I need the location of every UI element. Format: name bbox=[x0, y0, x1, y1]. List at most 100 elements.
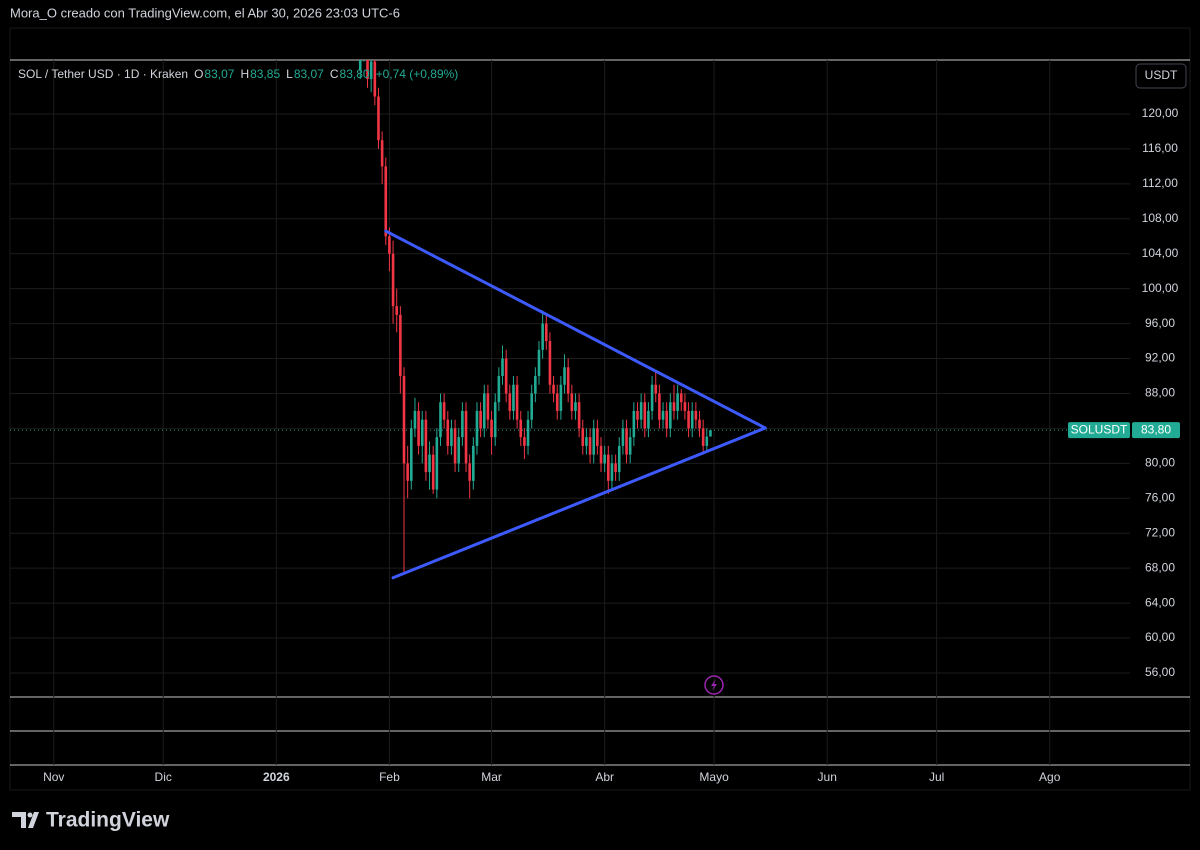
y-tick-label: 88,00 bbox=[1145, 386, 1175, 400]
candle-body bbox=[679, 393, 683, 403]
candle-body bbox=[366, 60, 369, 80]
candle-body bbox=[442, 402, 446, 420]
candle-body bbox=[585, 437, 588, 446]
candle-body bbox=[435, 437, 439, 490]
legend-change: +0,74 (+0,89%) bbox=[376, 67, 459, 81]
y-tick-label: 100,00 bbox=[1142, 281, 1179, 295]
candle-body bbox=[636, 410, 639, 420]
event-icon-bolt bbox=[711, 679, 717, 691]
trendline bbox=[391, 426, 767, 580]
candle-body bbox=[650, 384, 654, 411]
candle-body bbox=[690, 410, 694, 429]
candle-body bbox=[395, 306, 399, 315]
candle-body bbox=[577, 402, 581, 429]
candle-body bbox=[508, 393, 512, 411]
candle-body bbox=[526, 419, 530, 446]
candle-body bbox=[391, 253, 395, 307]
candle-body bbox=[377, 96, 380, 141]
candle-body bbox=[683, 402, 687, 411]
grid bbox=[10, 60, 1130, 765]
candle-body bbox=[537, 349, 541, 377]
candle-body bbox=[384, 166, 388, 237]
candle-body bbox=[687, 410, 690, 429]
candle-body bbox=[468, 463, 471, 481]
x-tick-label: Mayo bbox=[699, 770, 729, 784]
x-tick-label: Jul bbox=[929, 770, 944, 784]
trendline bbox=[384, 229, 767, 430]
candle-body bbox=[482, 393, 486, 429]
y-tick-label: 108,00 bbox=[1142, 211, 1179, 225]
candle-body bbox=[450, 428, 453, 446]
candle-body bbox=[413, 410, 417, 429]
candle-body bbox=[369, 61, 373, 80]
candle-body bbox=[574, 402, 577, 411]
candle-body bbox=[453, 428, 457, 464]
plot bbox=[10, 60, 1130, 580]
candle-body bbox=[373, 61, 377, 97]
candle-body bbox=[672, 402, 676, 411]
candle-body bbox=[592, 428, 596, 455]
candle-body bbox=[614, 463, 617, 473]
legend-c-label: C bbox=[330, 67, 339, 81]
candle-body bbox=[552, 384, 555, 394]
x-tick-label: Nov bbox=[43, 770, 64, 784]
candle-body bbox=[439, 402, 442, 438]
y-tick-label: 64,00 bbox=[1145, 595, 1175, 609]
y-tick-label: 116,00 bbox=[1142, 141, 1178, 155]
candle-body bbox=[501, 358, 504, 377]
candle-body bbox=[621, 428, 625, 446]
brand-logo-dot bbox=[27, 812, 33, 818]
candle-body bbox=[399, 314, 402, 377]
candle-body bbox=[632, 410, 636, 438]
candle-body bbox=[610, 463, 614, 481]
x-tick-label: Jun bbox=[818, 770, 837, 784]
y-tick-label: 76,00 bbox=[1145, 490, 1175, 504]
labels: 56,0060,0064,0068,0072,0076,0080,0084,00… bbox=[18, 67, 1180, 784]
candle-body bbox=[457, 437, 461, 464]
last-price-box bbox=[1132, 422, 1180, 439]
candle-body bbox=[676, 393, 679, 411]
candle-body bbox=[420, 419, 424, 446]
candle-body bbox=[570, 393, 574, 411]
candle-body bbox=[566, 367, 570, 394]
candle-body bbox=[603, 454, 606, 464]
y-tick-label: 92,00 bbox=[1145, 351, 1175, 365]
candle-body bbox=[588, 437, 592, 455]
y-tick-label: 104,00 bbox=[1142, 246, 1179, 260]
event-icon[interactable] bbox=[704, 675, 724, 695]
candle-body bbox=[647, 410, 650, 429]
chart-frame bbox=[9, 27, 1191, 791]
candle-body bbox=[698, 419, 701, 429]
candle-body bbox=[431, 454, 435, 490]
candle-body bbox=[388, 236, 391, 254]
x-tick-label: Abr bbox=[595, 770, 614, 784]
brand-name: TradingView bbox=[46, 809, 170, 832]
legend-h: 83,85 bbox=[250, 67, 280, 81]
y-tick-label: 60,00 bbox=[1145, 630, 1175, 644]
legend-o: 83,07 bbox=[204, 67, 234, 81]
y-tick-label: 96,00 bbox=[1145, 316, 1175, 330]
last-price-name-box bbox=[1068, 422, 1130, 439]
candle-body bbox=[504, 358, 508, 394]
last-price-label: 83,80 bbox=[1141, 422, 1171, 436]
y-tick-label: 112,00 bbox=[1142, 176, 1178, 190]
candle-body bbox=[406, 463, 409, 481]
candle-body bbox=[705, 436, 709, 446]
legend-l: 83,07 bbox=[294, 67, 324, 81]
candle-body bbox=[479, 410, 482, 429]
candle-body bbox=[607, 454, 610, 481]
candle-body bbox=[472, 445, 475, 481]
x-tick-label: 2026 bbox=[263, 770, 290, 784]
header: Mora_O creado con TradingView.com, el Ab… bbox=[10, 5, 400, 20]
currency-button-label[interactable]: USDT bbox=[1145, 68, 1178, 82]
candle-body bbox=[709, 430, 712, 437]
currency-button[interactable] bbox=[1135, 63, 1187, 89]
candle-body bbox=[519, 419, 523, 438]
candle-body bbox=[497, 376, 501, 403]
candle-body bbox=[654, 384, 658, 394]
candle-body bbox=[599, 445, 603, 464]
candle-body bbox=[658, 393, 661, 420]
candle-body bbox=[665, 410, 668, 429]
y-tick-label: 80,00 bbox=[1145, 456, 1175, 470]
candle-body bbox=[515, 384, 519, 420]
